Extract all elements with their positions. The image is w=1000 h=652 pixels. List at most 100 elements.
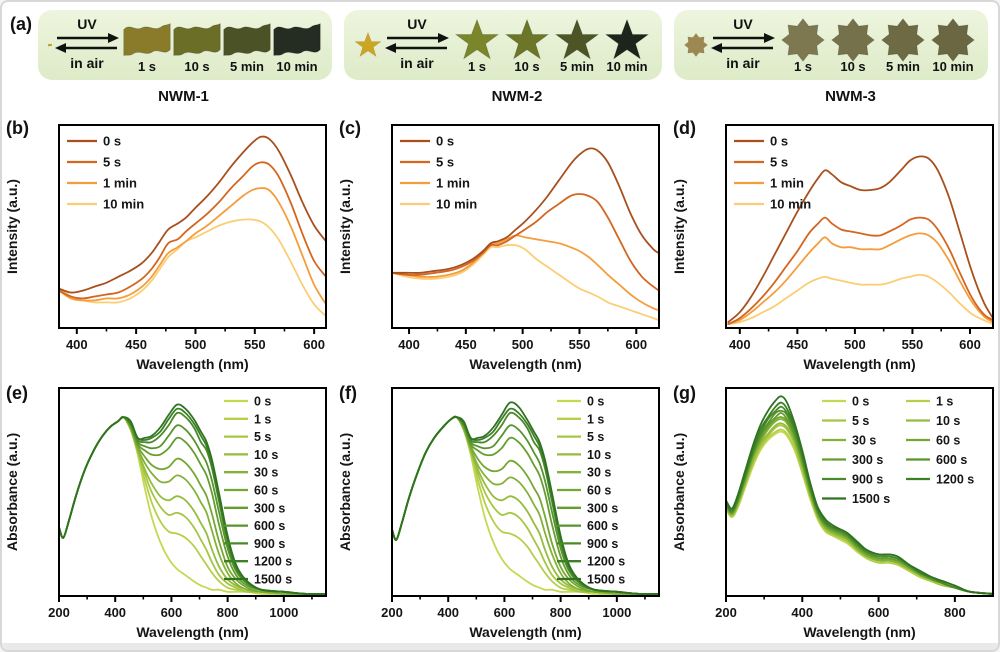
x-tick-label: 450 [787,337,809,352]
x-tick-label: 400 [66,337,88,352]
series-line-0s [59,135,326,294]
in-air-label: in air [400,55,434,71]
chart-panel-b: (b) 400 450 500 550 600 Wavelength (nm) Intens… [2,116,335,381]
wave-swatch [273,22,321,56]
initial-star8-swatch [684,33,708,57]
x-tick-label: 600 [161,605,183,620]
legend-label: 5 s [587,430,604,444]
legend: 0 s 1 s 5 s 10 s 30 s 60 s 300 s 600 s 900 s 1200… [557,395,625,587]
panel-d-label: (d) [673,118,696,138]
x-axis-label: Wavelength (nm) [136,624,248,640]
chart-panel-f: (f) 200 400 600 800 1000 Wavelength (nm) Absor… [335,381,669,649]
panel-a-label: (a) [10,14,32,34]
plot-frame [58,124,327,329]
series-line-1500s [59,403,326,595]
initial-star5-swatch [354,31,382,58]
plot-frame [391,124,660,329]
x-tick-label: 550 [569,337,591,352]
series-group [392,147,659,321]
series-line-1500s [726,395,993,595]
star5-swatch [604,17,650,60]
x-axis-label: Wavelength (nm) [136,356,248,372]
x-tick-label: 400 [398,337,420,352]
legend-label: 5 s [254,430,271,444]
legend-label: 0 s [103,134,121,149]
legend-label: 0 s [436,134,454,149]
exposure-time-label: 10 s [840,58,866,74]
series-group [59,135,326,318]
series-group [727,155,993,325]
legend-label: 300 s [587,501,618,515]
exposure-time-label: 10 s [184,58,210,74]
legend-label: 0 s [254,395,271,409]
plot-frame [391,387,660,597]
legend-label: 0 s [587,395,604,409]
legend-label: 60 s [587,484,611,498]
legend: 0 s 1 s 5 s 10 s 30 s 60 s 300 s 600 s 900 s 1200… [822,395,974,506]
uv-reversal-arrows-icon: UV in air [55,16,119,71]
x-tick-label: 400 [791,605,813,620]
legend-label: 1 min [436,176,470,191]
legend-label: 1200 s [936,473,974,487]
uv-arrow-group: UV in air [52,16,122,74]
legend-label: 5 s [103,155,121,170]
panel-b-label: (b) [6,118,29,138]
photo-strip-row: (a) UV in air 1 s 10 s 5 min 10 min UV in air 1… [2,2,998,88]
wave-swatch [173,22,221,56]
star5-swatch [454,17,500,60]
exposure-time-label: 5 min [886,58,920,74]
star8-swatch [931,17,975,62]
x-axis-label: Wavelength (nm) [469,624,581,640]
x-tick-label: 500 [185,337,207,352]
series-line-10min [392,243,659,321]
plot-frame [725,387,994,597]
legend-label: 30 s [254,466,278,480]
series-line-1500s [392,401,659,595]
series-line-5s [59,161,326,300]
legend-label: 300 s [254,501,285,515]
irradiated-swatch-cell: 10 s [502,17,552,73]
panel-e-label: (e) [6,383,28,403]
legend-label: 1 s [936,395,953,409]
x-tick-label: 1000 [269,605,298,620]
series-line-10min [59,218,326,318]
irradiated-swatch-cell: 5 min [222,18,272,73]
chart-svg: 200 400 600 800 1000 Wavelength (nm) Absorbanc… [4,387,327,640]
x-tick-label: 200 [381,605,403,620]
x-tick-label: 600 [303,337,325,352]
exposure-time-label: 10 min [606,58,648,74]
series-group [392,401,659,595]
chart-svg: 400 450 500 550 600 Wavelength (nm) Intensity … [337,124,660,372]
legend: 0 s 1 s 5 s 10 s 30 s 60 s 300 s 600 s 900 s 1200… [224,395,292,587]
irradiated-swatch-cell: 10 min [602,17,652,74]
irradiated-swatch-cell: 5 min [552,17,602,73]
photo-strip-nwm-3: UV in air 1 s 10 s 5 min 10 min [674,10,988,80]
legend: 0 s 5 s 1 min 10 min [400,134,477,212]
x-tick-label: 500 [844,337,866,352]
x-tick-label: 200 [715,605,737,620]
column-title-nwm-3: NWM-3 [825,88,876,105]
series-line-10s [726,422,993,595]
y-axis-label: Intensity (a.u.) [337,179,353,274]
legend-label: 1 s [254,412,271,426]
chart-svg: 200 400 600 800 Wavelength (nm) Absorbance (a… [671,387,994,640]
legend-label: 5 s [852,414,869,428]
x-tick-label: 400 [729,337,751,352]
photo-strip-nwm-2: UV in air 1 s 10 s 5 min 10 min [344,10,662,80]
exposure-time-label: 10 min [932,58,974,74]
panel-c-label: (c) [339,118,361,138]
x-tick-label: 400 [437,605,459,620]
legend-label: 600 s [587,519,618,533]
legend-label: 30 s [852,434,876,448]
uv-label: UV [407,16,427,32]
legend-label: 60 s [936,434,960,448]
legend-label: 1500 s [254,573,292,587]
star5-swatch [504,17,550,60]
chart-panel-d: (d) 400 450 500 550 600 Wavelength (nm) Intens… [669,116,998,381]
x-tick-label: 600 [959,337,981,352]
chart-svg: 400 450 500 550 600 Wavelength (nm) Intensity … [671,124,994,372]
x-tick-label: 800 [944,605,966,620]
legend: 0 s 5 s 1 min 10 min [734,134,811,212]
series-line-5s [392,193,659,292]
